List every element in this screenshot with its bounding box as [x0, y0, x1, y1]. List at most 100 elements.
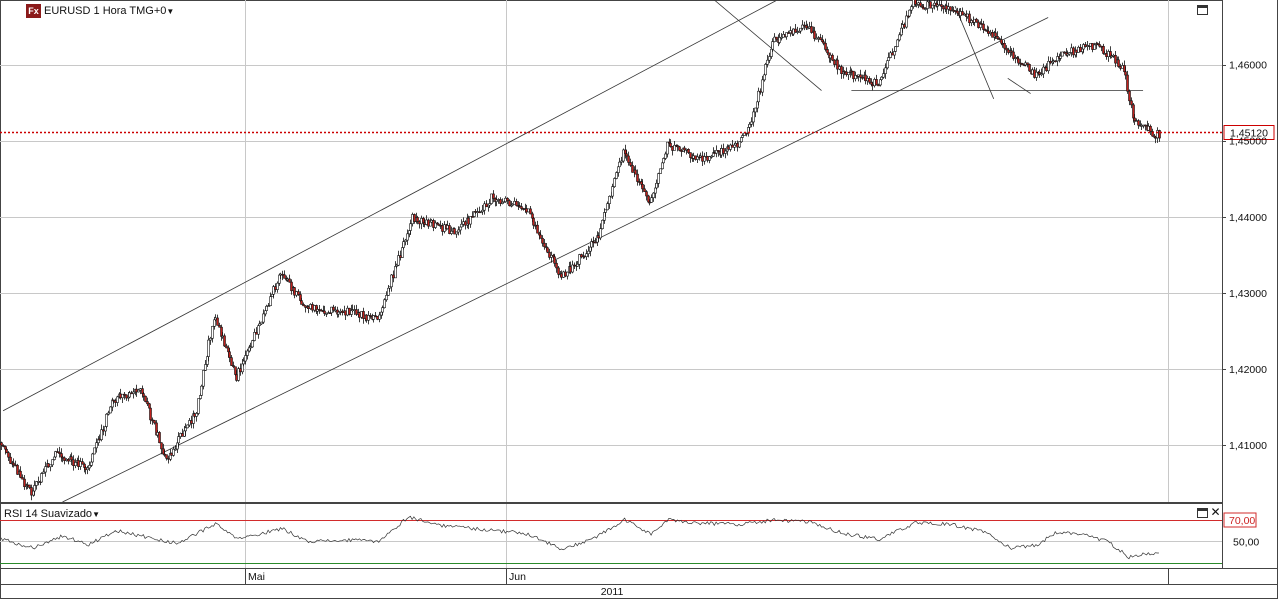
candle-body	[172, 448, 175, 456]
candle-body	[74, 462, 77, 467]
y-axis-tick-label: 1,43000	[1229, 288, 1267, 300]
candle-body	[1028, 64, 1031, 72]
candle-body	[896, 39, 899, 47]
candle-body	[125, 394, 128, 399]
candle-body	[9, 456, 12, 464]
maximize-main-panel-icon[interactable]	[1197, 5, 1208, 15]
candle-body	[546, 247, 549, 253]
candle-body	[771, 41, 774, 50]
candle-body	[669, 142, 672, 147]
chevron-down-icon: ▼	[92, 510, 100, 519]
candle-body	[1089, 43, 1092, 47]
candle-body	[785, 32, 788, 38]
timezone-label: TMG+0	[129, 5, 167, 17]
candle-body	[1068, 52, 1071, 55]
candle-body	[269, 296, 272, 306]
candle-body	[499, 199, 502, 204]
candle-body	[541, 237, 544, 244]
candle-body	[532, 217, 535, 226]
candle-body	[757, 90, 760, 103]
candle-body	[618, 161, 621, 168]
candle-body	[1005, 47, 1008, 51]
candle-body	[107, 412, 110, 415]
candle-body	[323, 310, 326, 314]
candle-body	[880, 76, 883, 80]
candle-body	[91, 453, 94, 463]
candle-body	[864, 74, 867, 82]
candle-body	[35, 481, 38, 486]
candle-body	[406, 233, 409, 241]
candle-body	[144, 395, 147, 402]
candle-body	[566, 271, 569, 277]
candle-body	[1144, 124, 1147, 127]
candle-body	[265, 305, 268, 311]
candle-body	[70, 456, 73, 461]
candle-body	[520, 206, 523, 209]
candle-body	[455, 231, 458, 235]
candle-body	[741, 135, 744, 138]
candle-body	[636, 173, 639, 182]
candle-body	[262, 313, 265, 323]
candle-body	[492, 193, 495, 199]
candle-body	[211, 326, 214, 339]
rsi-axis-tick-label: 50,00	[1233, 536, 1259, 548]
candle-body	[852, 70, 855, 80]
candle-body	[202, 370, 205, 387]
candle-body	[676, 145, 679, 148]
candle-body	[93, 447, 96, 455]
candle-body	[919, 2, 922, 7]
candle-body	[1107, 51, 1110, 57]
candle-body	[197, 398, 200, 414]
candle-body	[887, 57, 890, 61]
candle-body	[754, 107, 757, 113]
candle-body	[165, 454, 168, 459]
candle-body	[622, 149, 625, 162]
candle-body	[631, 165, 634, 173]
candle-body	[594, 241, 597, 244]
candle-body	[578, 254, 581, 265]
candle-body	[105, 413, 108, 427]
candle-body	[875, 79, 878, 86]
candle-body	[587, 250, 590, 255]
candle-body	[381, 307, 384, 313]
candle-body	[994, 32, 997, 37]
candle-body	[246, 350, 249, 356]
rsi-indicator-selector[interactable]: RSI 14 Suavizado▼	[4, 507, 100, 522]
candle-body	[1091, 43, 1094, 50]
candle-body	[207, 339, 210, 357]
candle-body	[16, 464, 19, 475]
candle-body	[1072, 47, 1075, 56]
candle-body	[1135, 120, 1138, 122]
candle-body	[276, 282, 279, 290]
candle-body	[1082, 44, 1085, 50]
maximize-rsi-panel-icon[interactable]	[1197, 508, 1208, 518]
fx-logo-icon[interactable]: Fx	[26, 4, 41, 18]
instrument-selector[interactable]: EURUSD 1 Hora TMG+0▼	[44, 4, 174, 19]
candle-body	[1140, 125, 1143, 127]
candle-body	[882, 73, 885, 78]
candle-body	[518, 205, 521, 208]
candle-body	[453, 228, 456, 235]
candle-body	[232, 365, 235, 368]
candle-body	[239, 368, 242, 373]
candle-body	[548, 251, 551, 258]
close-rsi-panel-icon[interactable]: ✕	[1210, 505, 1221, 519]
candle-body	[249, 346, 252, 349]
candle-body	[158, 432, 161, 444]
candle-body	[302, 304, 305, 307]
candle-body	[109, 406, 112, 414]
candle-body	[553, 256, 556, 264]
candle-body	[251, 340, 254, 348]
candle-body	[1126, 74, 1129, 92]
candle-body	[148, 403, 151, 409]
candle-body	[536, 224, 539, 234]
candle-body	[1114, 54, 1117, 64]
candle-body	[58, 451, 61, 454]
candle-body	[28, 484, 31, 488]
candle-body	[21, 477, 24, 480]
candle-body	[121, 393, 124, 399]
candle-body	[1052, 60, 1055, 63]
candle-body	[608, 196, 611, 204]
candle-body	[984, 29, 987, 31]
candle-body	[199, 395, 202, 399]
